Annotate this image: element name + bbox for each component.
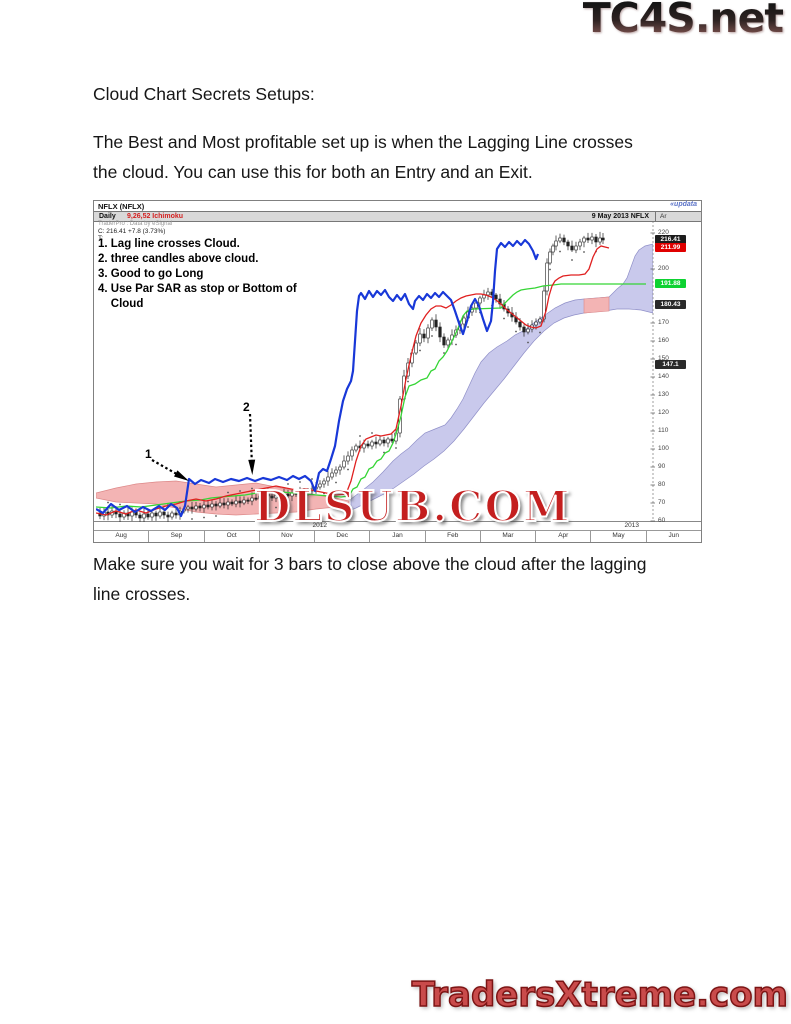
price-box: 216.41 [655,234,686,244]
month-label: Sep [148,531,203,542]
annotation-line: 3. Good to go Long [98,268,204,280]
closing-paragraph: Make sure you wait for 3 bars to close a… [93,554,647,604]
price-axis: 220 200 170 160 150 140 130 120 110 100 90 80 70 60 21… [655,221,700,524]
price-tick-label: 90 [658,463,666,470]
year-label-2013: 2013 [624,522,639,529]
price-tick-label: 140 [658,373,669,380]
timeframe-label: Daily [99,213,116,220]
quote-info: TraderPro : Data by eSignal C: 216.41 +7… [98,221,172,242]
year-axis-row: 2012 2013 [94,521,701,530]
price-tick-label: 80 [658,481,666,488]
price-box: 147.1 [655,359,686,369]
price-tick-label: 120 [658,409,669,416]
price-box: 211.99 [655,242,686,252]
axis-corner-label: Ar [655,212,701,221]
page-title: Cloud Chart Secrets Setups: [93,84,315,104]
month-label: Jun [645,531,701,542]
price-tick-label: 60 [658,517,666,524]
chart-header-band: Daily 9,26,52 Ichimoku 9 May 2013 NFLX A… [94,211,701,222]
price-tick-label: 200 [658,265,669,272]
tradersxtreme-logo: TradersXtreme.com [411,974,789,1016]
annotation-line: 1. Lag line crosses Cloud. [98,238,240,250]
price-tick-label: 100 [658,445,669,452]
arrow-label-1: 1 [145,447,152,461]
month-label: May [590,531,645,542]
price-tick-label: 170 [658,319,669,326]
intro-paragraph: The Best and Most profitable set up is w… [93,132,633,182]
annotation-line: 4. Use Par SAR as stop or Bottom of [98,283,297,295]
month-axis-row: Aug Sep Oct Nov Dec Jan Feb Mar Apr May Jun [94,530,701,542]
annotation-list: 1. Lag line crosses Cloud. 2. three candl… [98,237,297,312]
price-box: 180.43 [655,299,686,309]
month-label: Nov [258,531,314,542]
annotation-line: Cloud [98,298,144,310]
price-tick-label: 160 [658,337,669,344]
chart-symbol-title: NFLX (NFLX) [98,202,145,211]
nflx-ichimoku-chart: NFLX (NFLX) «updata Daily 9,26,52 Ichimo… [93,200,702,543]
month-label: Feb [424,531,480,542]
data-provider-label: TraderPro : Data by eSignal [98,221,173,227]
tc4s-logo: TC4S.net [583,0,784,42]
month-label: Jan [369,531,424,542]
year-label-2012: 2012 [312,522,327,529]
chart-date-label: 9 May 2013 NFLX [591,213,649,220]
dlsub-watermark: DLSUB.COM [253,481,572,532]
updata-vendor-logo: «updata [670,201,697,208]
month-label: Dec [314,531,369,542]
price-tick-label: 110 [658,427,669,434]
chart-canvas [96,221,655,522]
month-label: Apr [535,531,590,542]
price-tick-label: 150 [658,355,669,362]
quote-line2: T: [98,235,104,242]
month-label: Oct [203,531,259,542]
annotation-line: 2. three candles above cloud. [98,253,259,265]
indicator-label: 9,26,52 Ichimoku [127,213,184,220]
arrow-label-2: 2 [243,400,250,414]
price-tick-label: 70 [658,499,666,506]
price-box: 191.88 [655,279,686,289]
price-tick-label: 130 [658,391,669,398]
close-quote-label: C: 216.41 +7.8 (3.73%) [98,228,166,235]
month-label: Aug [115,532,127,539]
month-label: Mar [479,531,535,542]
price-tick-label: 220 [658,229,669,236]
